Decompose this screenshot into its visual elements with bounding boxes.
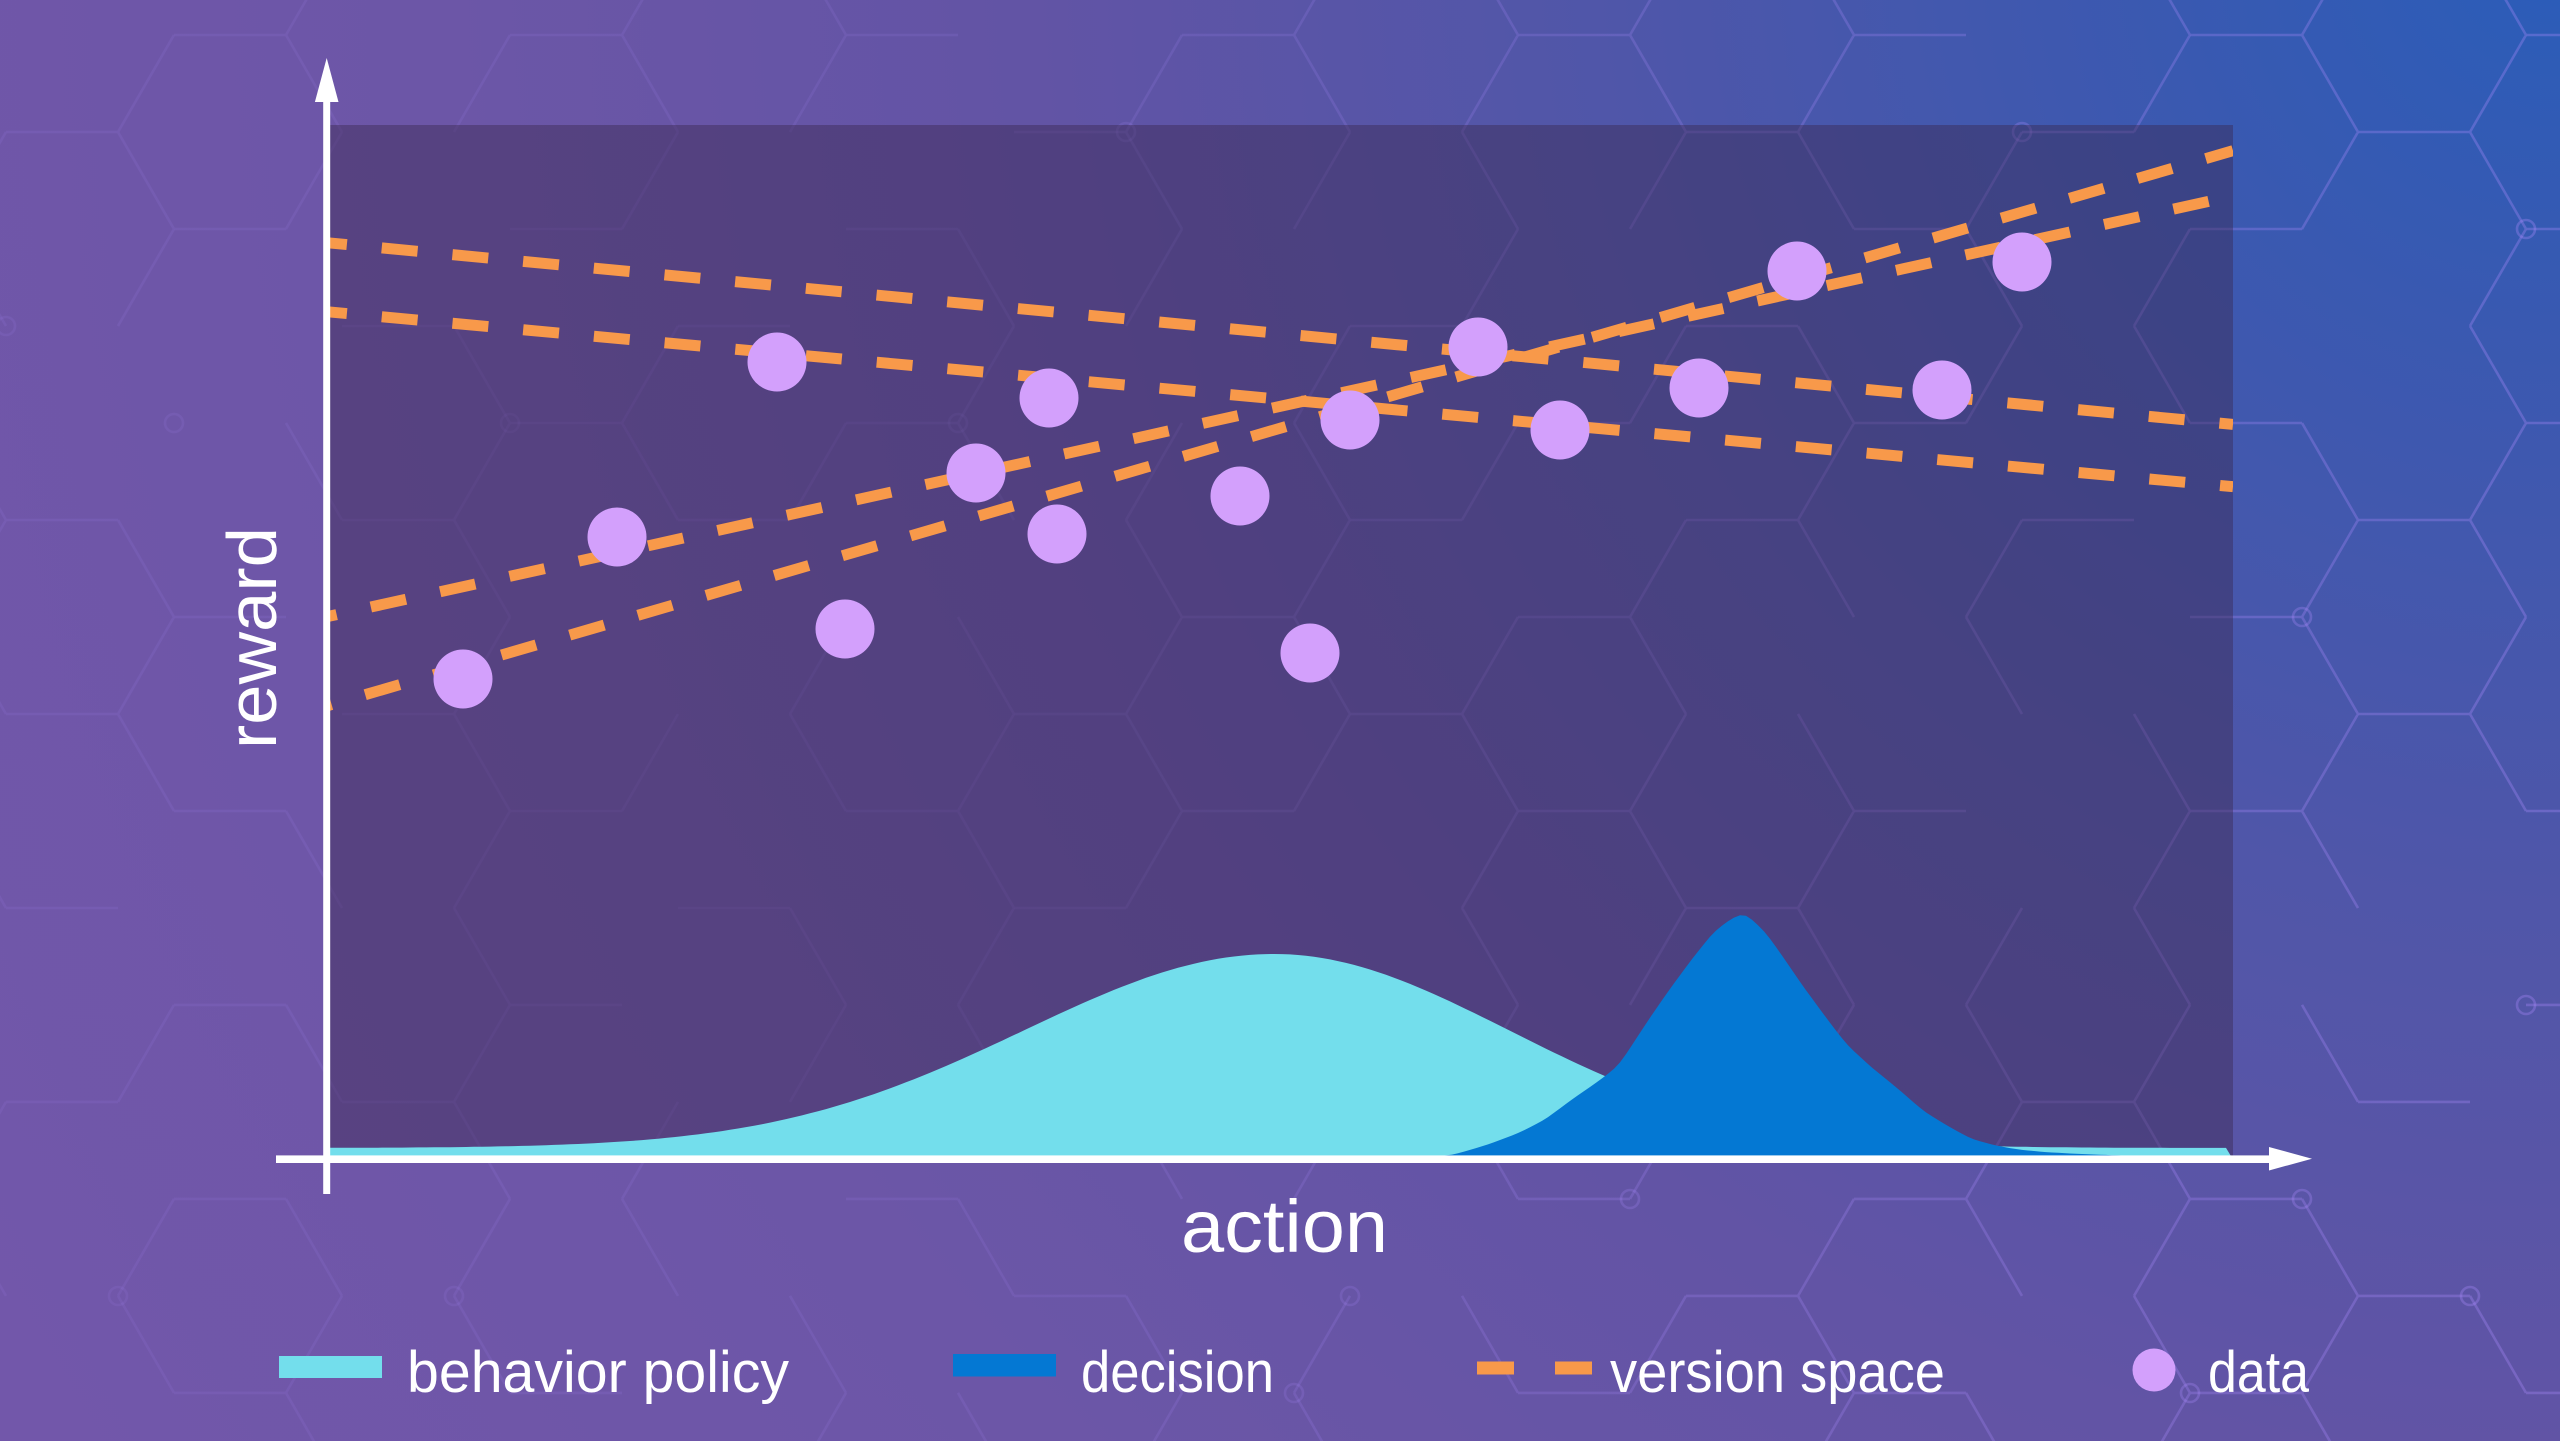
- svg-text:version space: version space: [1610, 1340, 1945, 1405]
- svg-text:reward: reward: [213, 527, 291, 749]
- svg-text:decision: decision: [1081, 1340, 1274, 1405]
- svg-text:data: data: [2208, 1340, 2310, 1405]
- svg-text:behavior policy: behavior policy: [407, 1340, 789, 1405]
- svg-text:action: action: [1181, 1185, 1388, 1268]
